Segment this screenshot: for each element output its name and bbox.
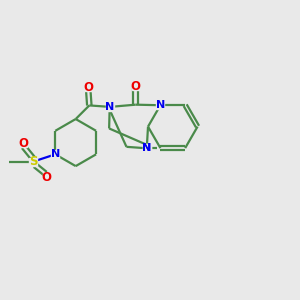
Bar [132, 82, 139, 90]
Bar [106, 103, 114, 111]
Bar [156, 101, 164, 109]
Text: N: N [142, 143, 152, 153]
Text: N: N [156, 100, 165, 110]
Text: N: N [105, 102, 114, 112]
Text: S: S [29, 155, 37, 168]
Text: O: O [19, 137, 28, 150]
Text: O: O [83, 81, 93, 94]
Text: N: N [51, 149, 60, 159]
Text: O: O [130, 80, 141, 93]
Bar [20, 140, 27, 147]
Bar [51, 150, 59, 158]
Text: N: N [142, 143, 152, 153]
Bar [84, 84, 92, 91]
Bar [29, 158, 37, 166]
Bar [143, 144, 151, 152]
Bar [43, 173, 50, 181]
Text: O: O [42, 171, 52, 184]
Bar [143, 144, 151, 152]
